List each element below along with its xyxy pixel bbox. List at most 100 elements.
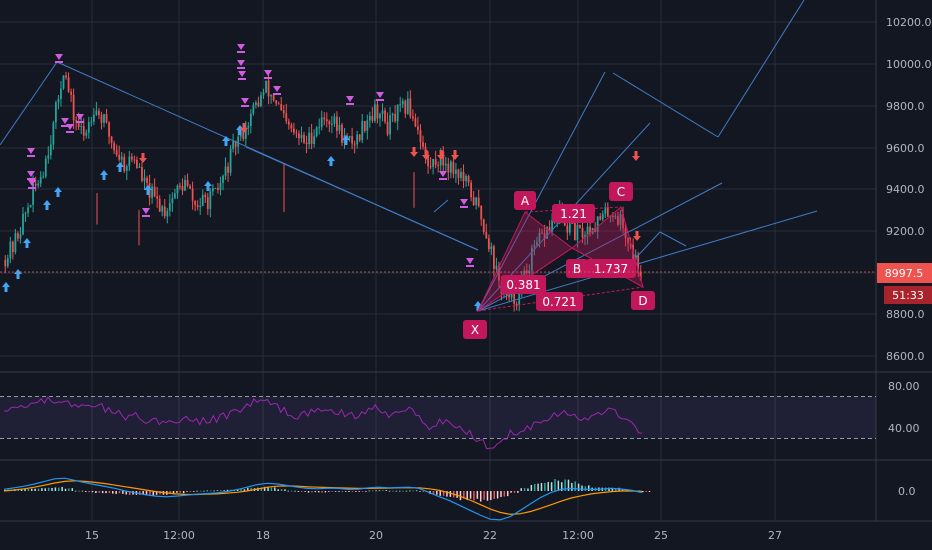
signal-bar-icon <box>273 93 281 95</box>
candle-body <box>508 295 510 298</box>
macd-histogram-bar <box>459 491 462 501</box>
trendline[interactable] <box>0 61 58 146</box>
pattern-ratio-bcd[interactable]: 1.737 <box>586 259 636 278</box>
pattern-label-c[interactable]: C <box>609 182 633 201</box>
candle-body <box>115 150 118 155</box>
pattern-ratio-abc[interactable]: 1.21 <box>552 204 595 223</box>
candle-body <box>629 243 632 245</box>
pattern-ratio-xad[interactable]: 0.721 <box>536 292 583 311</box>
candle-body <box>358 134 361 141</box>
price-badges: 8997.5 51:33 <box>877 263 932 304</box>
candle-body <box>191 188 194 201</box>
macd-panel[interactable] <box>3 477 651 521</box>
macd-histogram-bar <box>206 490 209 492</box>
candle-body <box>391 114 394 116</box>
macd-histogram-bar <box>395 490 398 492</box>
candle-body <box>470 182 472 198</box>
candle-body <box>498 265 500 281</box>
candle-body <box>209 191 212 209</box>
trendline[interactable] <box>612 72 719 138</box>
macd-histogram-bar <box>368 490 371 492</box>
candle-body <box>576 224 579 241</box>
candle-body <box>356 134 359 145</box>
candle-body <box>14 233 17 253</box>
candle-body <box>52 122 55 145</box>
macd-histogram-bar <box>213 490 215 492</box>
trendline[interactable] <box>245 146 479 251</box>
sell-signal-icon <box>28 180 36 186</box>
candle-body <box>290 124 293 129</box>
candle-body <box>285 113 288 122</box>
trendline[interactable] <box>477 210 818 312</box>
candle-body <box>260 95 262 107</box>
trendline[interactable] <box>433 199 449 213</box>
rsi-panel[interactable] <box>0 396 876 450</box>
macd-histogram-bar <box>243 489 246 491</box>
trendline[interactable] <box>717 0 805 138</box>
candle-body <box>487 238 490 250</box>
time-tick-label: 15 <box>85 529 99 542</box>
macd-histogram-bar <box>554 479 556 491</box>
macd-histogram-bar <box>37 488 40 491</box>
macd-histogram-bar <box>297 491 300 492</box>
pattern-label-b[interactable]: B <box>566 259 588 278</box>
candle-body <box>368 115 371 121</box>
trendline[interactable] <box>659 231 687 247</box>
candle-body <box>394 114 397 122</box>
macd-histogram-bar <box>344 491 347 492</box>
price-tick-label: 10200.0 <box>886 16 932 29</box>
macd-histogram-bar <box>371 490 374 492</box>
trendline[interactable] <box>477 71 606 312</box>
price-scale[interactable]: 10200.0 10000.0 9800.0 9600.0 9400.0 9200.0 88… <box>886 16 932 498</box>
candle-body <box>551 219 554 232</box>
candle-body <box>141 166 143 181</box>
macd-histogram-bar <box>169 491 171 494</box>
candle-body <box>313 136 316 145</box>
macd-histogram-bar <box>51 487 53 491</box>
candle-body <box>401 100 404 105</box>
macd-histogram-bar <box>544 482 546 491</box>
candle-body <box>513 293 516 304</box>
time-scale[interactable]: 15 12:00 18 20 22 12:00 25 27 <box>85 529 782 542</box>
pattern-label-x[interactable]: X <box>463 320 487 339</box>
macd-histogram-bar <box>274 487 276 491</box>
candle-body <box>300 134 303 139</box>
buy-arrow-icon <box>43 200 51 210</box>
candle-body <box>249 113 252 126</box>
signal-bar-icon <box>61 125 69 127</box>
pattern-ratio-xab[interactable]: 0.381 <box>501 275 546 294</box>
candle-body <box>80 126 83 128</box>
macd-histogram-bar <box>463 491 465 499</box>
macd-histogram-bar <box>567 479 570 491</box>
pattern-ratio-xad-bg <box>536 292 583 311</box>
candle-body <box>32 183 35 205</box>
candle-body <box>389 115 391 135</box>
sell-signal-icon <box>273 86 281 92</box>
candle-body <box>219 182 222 190</box>
macd-histogram-bar <box>220 490 222 492</box>
trendlines[interactable] <box>0 0 818 312</box>
sell-signal-icon <box>466 258 474 264</box>
pattern-label-a[interactable]: A <box>514 191 536 210</box>
macd-histogram-bar <box>608 487 610 491</box>
sell-arrow-icon <box>437 150 445 160</box>
candle-body <box>399 104 402 106</box>
candle-body <box>427 155 429 167</box>
candle-body <box>90 121 93 123</box>
signal-bar-icon <box>27 155 35 157</box>
candle-body <box>452 161 455 174</box>
candle-body <box>247 125 250 128</box>
candle-body <box>455 169 457 174</box>
pattern-label-b-text: B <box>573 262 581 276</box>
trendline[interactable] <box>631 231 661 263</box>
pattern-label-d[interactable]: D <box>631 291 655 310</box>
macd-histogram-bar <box>523 488 526 491</box>
macd-histogram-bar <box>513 491 516 493</box>
macd-histogram-bar <box>54 487 57 491</box>
macd-histogram-bar <box>108 491 111 494</box>
sell-arrow-icon <box>139 153 147 163</box>
